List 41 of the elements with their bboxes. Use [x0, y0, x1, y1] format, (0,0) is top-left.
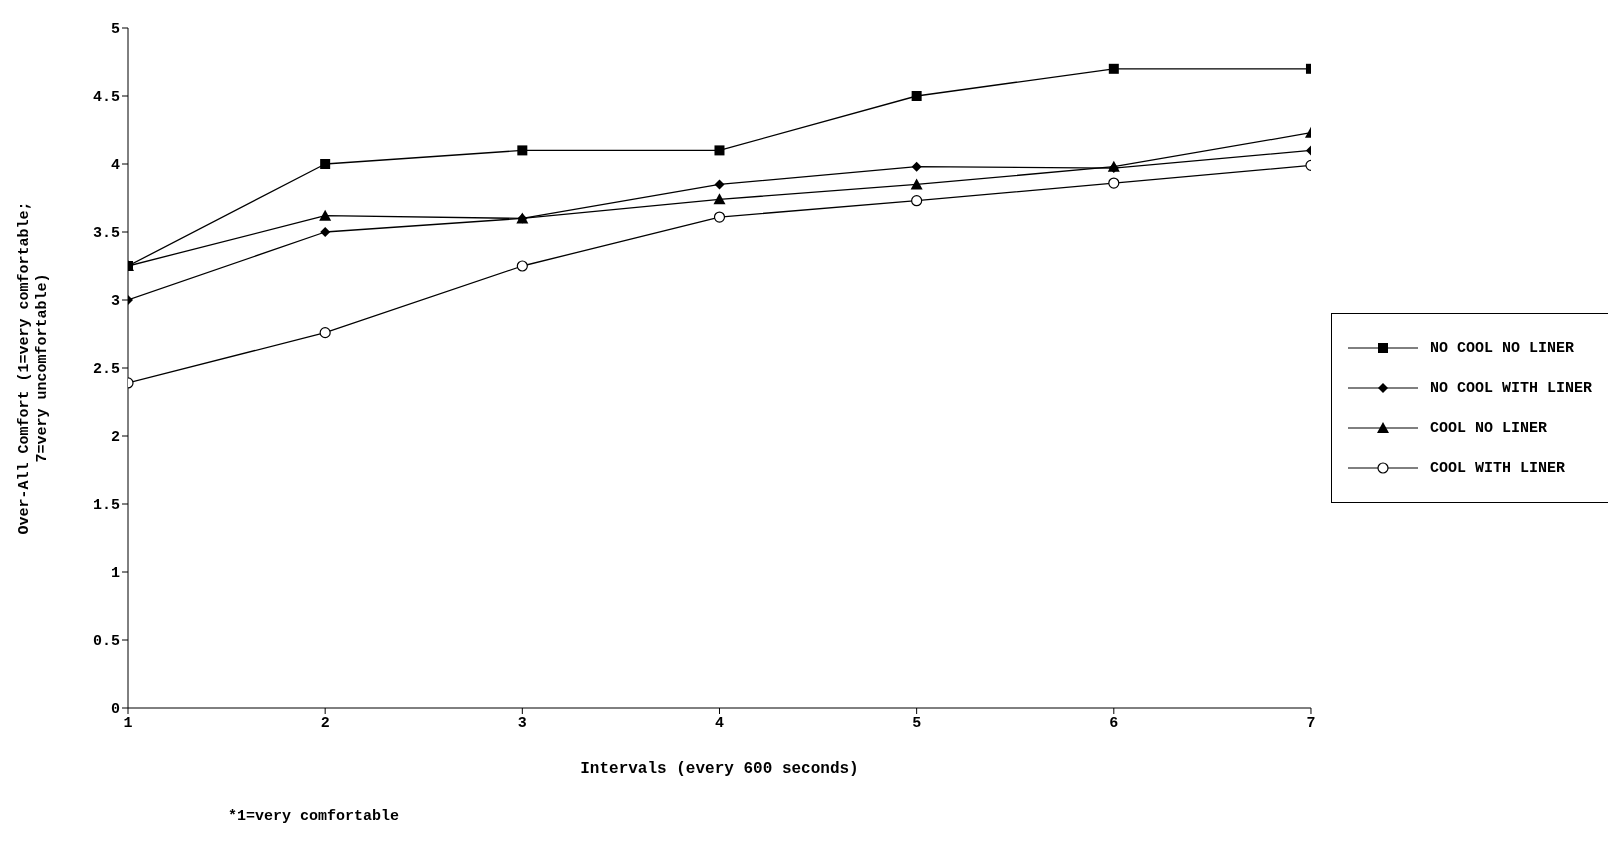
point — [910, 178, 923, 190]
y-tick-label: 3.5 — [92, 225, 120, 243]
legend-label: NO COOL WITH LINER — [1429, 379, 1592, 397]
point — [911, 161, 922, 172]
y-tick-label: 0.5 — [92, 633, 120, 651]
x-tick-label: 4 — [714, 714, 724, 732]
point — [911, 91, 922, 101]
point — [320, 159, 331, 169]
y-tick-label: 4 — [110, 157, 120, 175]
legend-label: NO COOL NO LINER — [1429, 339, 1574, 357]
x-tick-label: 6 — [1109, 714, 1119, 732]
point — [319, 327, 331, 339]
y-tick-label: 0 — [110, 701, 120, 719]
point — [713, 193, 726, 205]
y-tick-label: 3 — [110, 293, 120, 311]
y-tick-label: 4.5 — [92, 89, 120, 107]
y-tick-label: 1 — [110, 565, 120, 583]
y-tick-label: 5 — [110, 21, 120, 39]
x-axis-title: Intervals (every 600 seconds) — [580, 760, 859, 778]
point — [516, 260, 528, 272]
x-tick-label: 7 — [1306, 714, 1316, 732]
point — [319, 209, 332, 221]
y-tick-label: 2.5 — [92, 361, 120, 379]
legend-label: COOL NO LINER — [1429, 419, 1547, 437]
legend-label: COOL WITH LINER — [1429, 459, 1565, 477]
point — [714, 179, 725, 190]
point — [911, 195, 923, 207]
point — [320, 227, 331, 237]
point — [517, 145, 528, 156]
x-tick-label: 3 — [517, 714, 527, 732]
point — [714, 145, 725, 156]
point — [1108, 177, 1120, 189]
x-tick-label: 2 — [320, 714, 330, 732]
x-tick-label: 5 — [912, 714, 922, 732]
x-tick-label: 1 — [123, 714, 133, 732]
y-tick-label: 1.5 — [92, 497, 120, 515]
point — [713, 211, 726, 223]
y-axis-title: Over-All Comfort (1=very comfortable; 7=very uncomfortable) — [16, 201, 51, 535]
point — [1108, 63, 1119, 74]
text: *1=very comfortable — [228, 808, 400, 825]
y-tick-label: 2 — [110, 429, 120, 447]
